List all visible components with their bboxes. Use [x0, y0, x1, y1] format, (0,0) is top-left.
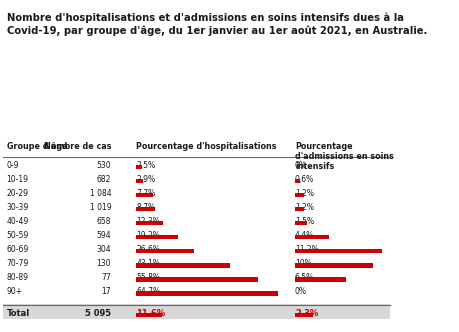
Text: 11,6%: 11,6%	[136, 309, 165, 318]
Text: 20-29: 20-29	[6, 189, 28, 198]
Bar	[3, 304, 389, 319]
Bar	[136, 179, 142, 183]
Text: 682: 682	[96, 175, 111, 184]
Text: 17: 17	[101, 288, 111, 296]
Bar	[294, 207, 304, 211]
Bar	[294, 263, 372, 268]
Text: 64,7%: 64,7%	[136, 288, 160, 296]
Text: 0%: 0%	[294, 161, 306, 170]
Text: 12,3%: 12,3%	[136, 217, 160, 226]
Text: 1,5%: 1,5%	[294, 217, 313, 226]
Text: 43,1%: 43,1%	[136, 259, 160, 268]
Text: 26,6%: 26,6%	[136, 245, 160, 254]
Text: 658: 658	[96, 217, 111, 226]
Text: Nombre de cas: Nombre de cas	[44, 141, 111, 150]
Text: 0-9: 0-9	[6, 161, 19, 170]
Bar	[136, 277, 257, 282]
Text: 1 019: 1 019	[90, 203, 111, 212]
Text: 19,2%: 19,2%	[136, 231, 160, 240]
Text: 1,2%: 1,2%	[294, 189, 313, 198]
Text: 40-49: 40-49	[6, 217, 29, 226]
Text: 594: 594	[96, 231, 111, 240]
Bar	[294, 221, 306, 225]
Text: 304: 304	[96, 245, 111, 254]
Text: 1 084: 1 084	[90, 189, 111, 198]
Text: 6,5%: 6,5%	[294, 273, 313, 283]
Bar	[136, 263, 230, 268]
Text: 10-19: 10-19	[6, 175, 28, 184]
Text: 130: 130	[96, 259, 111, 268]
Text: 1,2%: 1,2%	[294, 203, 313, 212]
Text: Total: Total	[6, 309, 30, 318]
Text: 7,7%: 7,7%	[136, 189, 155, 198]
Text: 4,4%: 4,4%	[294, 231, 313, 240]
Bar	[136, 207, 155, 211]
Text: Nombre d'hospitalisations et d'admissions en soins intensifs dues à la
Covid-19,: Nombre d'hospitalisations et d'admission…	[6, 13, 426, 36]
Bar	[294, 277, 345, 282]
Text: Pourcentage d'hospitalisations: Pourcentage d'hospitalisations	[136, 141, 276, 150]
Text: 80-89: 80-89	[6, 273, 28, 283]
Bar	[136, 291, 277, 295]
Text: 0%: 0%	[294, 288, 306, 296]
Text: 60-69: 60-69	[6, 245, 29, 254]
Text: 2,3%: 2,3%	[294, 309, 318, 318]
Bar	[136, 313, 161, 317]
Bar	[136, 221, 163, 225]
Text: 2,5%: 2,5%	[136, 161, 155, 170]
Text: 30-39: 30-39	[6, 203, 29, 212]
Bar	[294, 249, 381, 254]
Bar	[294, 179, 299, 183]
Text: 530: 530	[96, 161, 111, 170]
Bar	[136, 165, 141, 169]
Bar	[294, 235, 329, 239]
Text: 5 095: 5 095	[85, 309, 111, 318]
Text: Groupe d'âge: Groupe d'âge	[6, 141, 67, 150]
Text: 77: 77	[101, 273, 111, 283]
Text: 10%: 10%	[294, 259, 311, 268]
Text: 8,7%: 8,7%	[136, 203, 155, 212]
Text: 50-59: 50-59	[6, 231, 29, 240]
Text: 70-79: 70-79	[6, 259, 29, 268]
Text: 0,6%: 0,6%	[294, 175, 313, 184]
Bar	[136, 193, 153, 197]
Bar	[136, 235, 178, 239]
Text: 90+: 90+	[6, 288, 23, 296]
Bar	[294, 313, 312, 317]
Bar	[294, 193, 304, 197]
Text: 11,2%: 11,2%	[294, 245, 318, 254]
Bar	[136, 249, 194, 254]
Text: 2,9%: 2,9%	[136, 175, 155, 184]
Text: 55,8%: 55,8%	[136, 273, 160, 283]
Text: Pourcentage
d'admissions en soins
intensifs: Pourcentage d'admissions en soins intens…	[294, 141, 393, 171]
